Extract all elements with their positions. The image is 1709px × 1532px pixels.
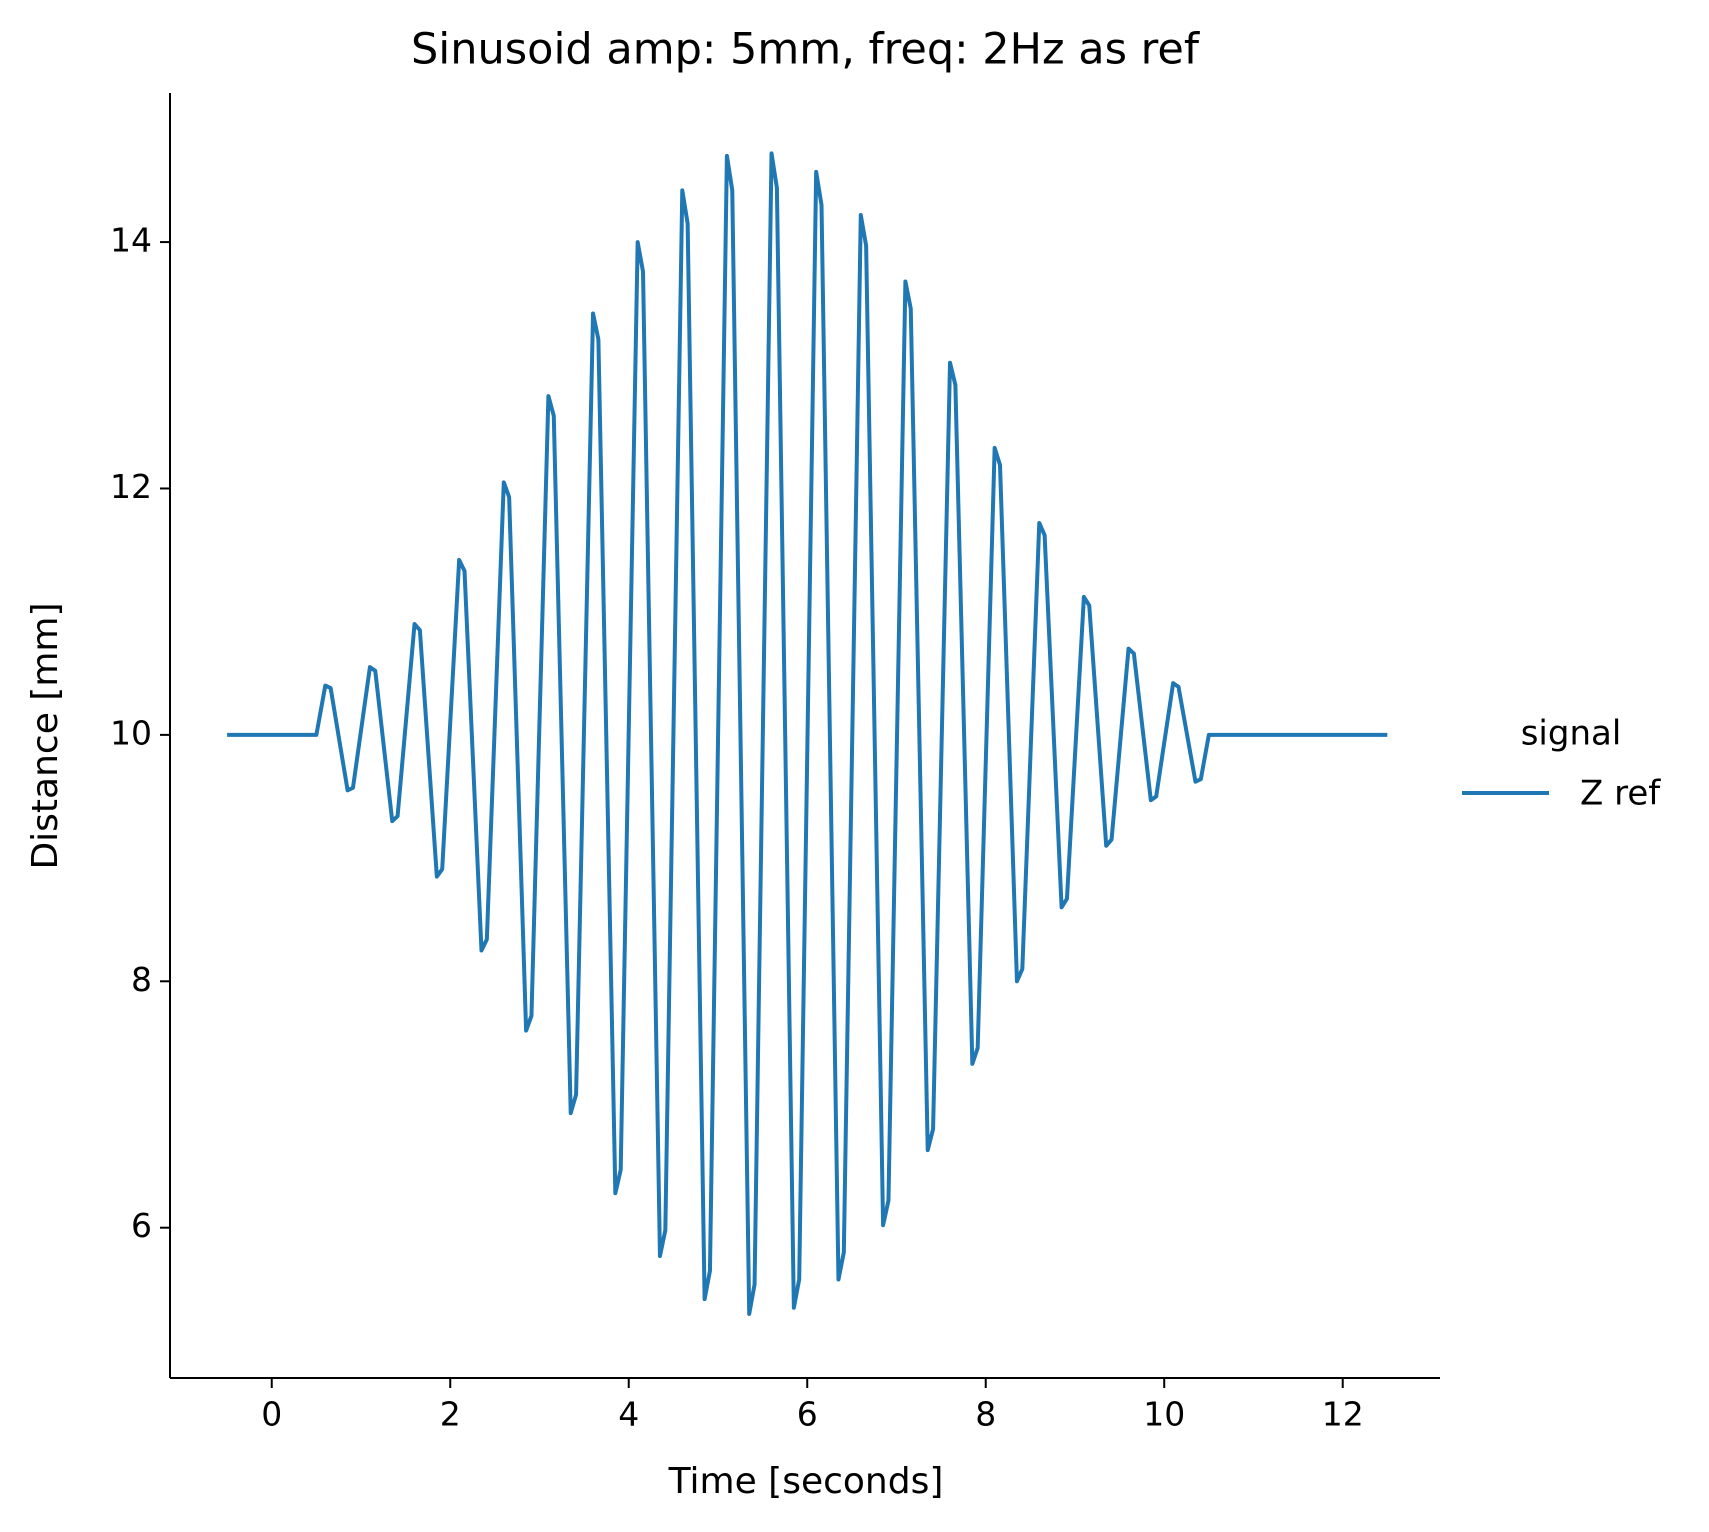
chart-title: Sinusoid amp: 5mm, freq: 2Hz as ref: [411, 25, 1200, 75]
y-tick-label: 14: [110, 221, 152, 260]
y-axis-label: Distance [mm]: [25, 602, 66, 869]
x-tick-label: 4: [618, 1395, 639, 1434]
data-line: [227, 151, 1388, 1316]
x-tick-label: 10: [1143, 1395, 1185, 1434]
x-tick-label: 0: [261, 1395, 282, 1434]
x-axis-label: Time [seconds]: [668, 1461, 944, 1502]
x-tick-label: 2: [440, 1395, 461, 1434]
y-tick-label: 12: [110, 467, 152, 506]
y-tick-label: 6: [131, 1206, 152, 1245]
x-tick-label: 6: [797, 1395, 818, 1434]
legend-label: Z ref: [1580, 774, 1661, 814]
x-tick-label: 8: [975, 1395, 996, 1434]
y-tick-label: 8: [131, 960, 152, 999]
legend-title: signal: [1521, 714, 1622, 754]
y-tick-label: 10: [110, 713, 152, 752]
x-tick-label: 12: [1322, 1395, 1364, 1434]
